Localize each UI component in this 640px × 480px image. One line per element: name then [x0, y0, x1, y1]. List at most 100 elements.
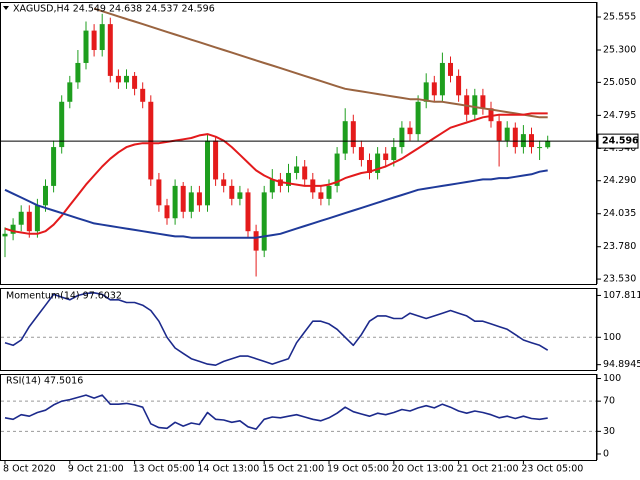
candle-body: [2, 233, 8, 237]
candle-body: [326, 185, 332, 199]
candle-body: [269, 179, 275, 193]
candle-body: [529, 134, 534, 148]
candle-body: [67, 82, 73, 102]
moving-average: [4, 169, 548, 239]
candle-body: [140, 88, 146, 102]
candle-body: [59, 101, 65, 148]
candle-body: [237, 192, 243, 199]
candle-body: [407, 127, 413, 135]
candle-body: [496, 121, 502, 141]
candle-body: [383, 153, 389, 161]
candle-body: [439, 62, 445, 96]
y-tick-label: 100: [603, 373, 621, 384]
candle-body: [520, 134, 526, 148]
candle-body: [43, 185, 48, 206]
moving-average: [4, 112, 548, 235]
candle-body: [318, 192, 324, 199]
candle-body: [488, 108, 494, 122]
y-tick-label: 25.300: [603, 45, 636, 56]
candle-body: [205, 140, 210, 206]
candle-body: [472, 95, 478, 115]
indicator-line: [4, 292, 549, 366]
x-tick-label: 13 Oct 05:00: [133, 464, 195, 475]
candle-body: [107, 24, 113, 76]
candle-body: [245, 192, 251, 232]
indicator-title: RSI(14) 47.5016: [6, 376, 83, 387]
candle-body: [545, 141, 551, 148]
candle-body: [229, 185, 235, 199]
candle-body: [221, 179, 227, 186]
candle-body: [26, 211, 32, 232]
candle-body: [196, 192, 202, 206]
y-tick-label: 107.8119: [603, 290, 640, 301]
y-tick-label: 25.050: [603, 77, 636, 88]
y-tick-label: 30: [603, 426, 615, 437]
candle-body: [415, 101, 421, 135]
candle-body: [148, 101, 154, 180]
y-tick-label: 23.530: [603, 274, 636, 285]
y-tick-label: 0: [603, 448, 609, 459]
candle-body: [261, 192, 267, 251]
candle-body: [156, 179, 162, 206]
candle-body: [10, 224, 16, 234]
candle-body: [124, 75, 129, 83]
candle-body: [83, 30, 89, 63]
candle-body: [375, 153, 381, 173]
candle-body: [456, 75, 462, 96]
candle-body: [367, 160, 372, 173]
candle-body: [34, 205, 40, 232]
menu-arrow: [3, 6, 9, 10]
y-tick-label: 24.290: [603, 175, 636, 186]
price-label: 24.596: [602, 136, 639, 147]
x-tick-label: 14 Oct 13:00: [197, 464, 259, 475]
candle-body: [180, 185, 186, 212]
candle-body: [164, 205, 170, 219]
candle-body: [399, 127, 405, 148]
x-tick-label: 19 Oct 05:00: [327, 464, 389, 475]
candle-body: [334, 153, 340, 186]
candle-body: [423, 82, 429, 102]
y-tick-label: 24.795: [603, 110, 636, 121]
candle-body: [213, 140, 219, 180]
x-tick-label: 23 Oct 05:00: [521, 464, 583, 475]
candle-body: [75, 62, 81, 83]
moving-average: [93, 7, 548, 119]
chart-title: XAGUSD,H4 24.549 24.638 24.537 24.596: [13, 4, 215, 15]
candle-body: [18, 211, 24, 225]
y-tick-label: 23.780: [603, 241, 636, 252]
candle-body: [253, 231, 259, 251]
candle-body: [294, 166, 300, 173]
candle-body: [342, 121, 348, 154]
candle-body: [431, 82, 437, 96]
candle-body: [512, 127, 518, 148]
y-tick-label: 100: [603, 332, 621, 343]
candle-body: [99, 24, 105, 51]
candle-body: [350, 121, 356, 148]
candle-body: [91, 30, 97, 51]
y-tick-label: 94.8945: [603, 359, 640, 370]
candle-body: [132, 75, 138, 89]
candle-body: [51, 147, 57, 186]
y-tick-label: 70: [603, 396, 615, 407]
candle-body: [286, 172, 291, 186]
x-tick-label: 21 Oct 21:00: [457, 464, 519, 475]
x-tick-label: 20 Oct 13:00: [392, 464, 454, 475]
candle-body: [504, 127, 510, 141]
candle-body: [537, 147, 543, 149]
indicator-title: Momentum(14) 97.6032: [6, 291, 122, 302]
x-tick-label: 15 Oct 21:00: [262, 464, 324, 475]
price-label-box: [597, 133, 639, 149]
y-tick-label: 24.035: [603, 208, 636, 219]
candle-body: [302, 166, 308, 180]
candle-body: [391, 147, 397, 161]
candle-body: [480, 95, 486, 109]
candle-body: [448, 62, 453, 76]
indicator-line: [4, 394, 548, 430]
candle-body: [358, 147, 364, 161]
y-tick-label: 25.555: [603, 12, 636, 23]
x-tick-label: 8 Oct 2020: [3, 464, 56, 475]
candle-body: [188, 192, 194, 212]
